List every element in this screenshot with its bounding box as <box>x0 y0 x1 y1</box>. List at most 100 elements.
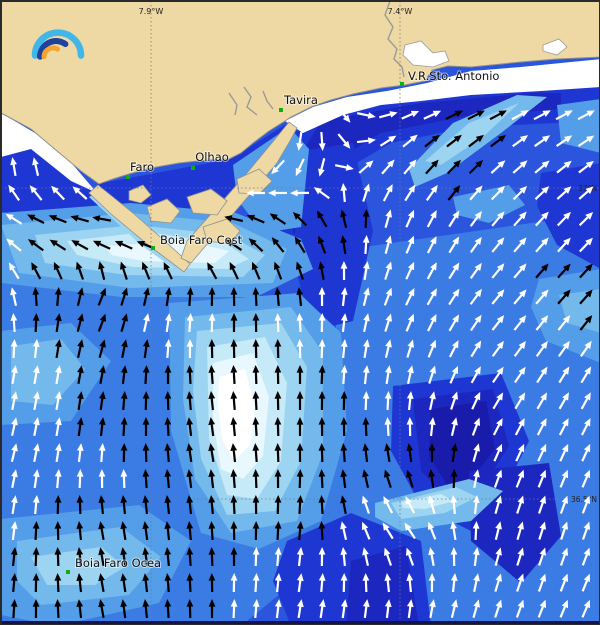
vector-arrow <box>318 599 326 619</box>
vector-arrow <box>513 237 527 253</box>
vector-arrow <box>537 443 547 462</box>
vector-arrow <box>97 287 107 306</box>
vector-arrow <box>142 287 150 307</box>
vector-arrow <box>492 366 504 384</box>
vector-arrow <box>229 261 239 280</box>
vector-arrow <box>77 365 84 385</box>
lagoon-island <box>186 188 228 216</box>
vector-arrow <box>142 599 150 619</box>
vector-arrow <box>358 160 374 174</box>
vector-arrow <box>11 469 18 489</box>
contour-region <box>425 103 519 165</box>
vector-arrow <box>32 469 40 489</box>
vector-arrow <box>427 339 437 358</box>
vector-arrow <box>294 236 306 254</box>
vector-arrow <box>406 469 414 488</box>
vector-arrow <box>534 135 551 148</box>
vector-arrow <box>252 365 260 385</box>
vector-arrow <box>274 417 282 437</box>
vector-arrow <box>559 573 569 592</box>
vector-arrow <box>164 547 172 567</box>
vector-arrow <box>556 160 572 174</box>
vector-arrow <box>560 521 568 540</box>
vector-arrow <box>120 417 128 437</box>
vector-arrow <box>318 391 326 411</box>
vector-arrow <box>49 239 67 251</box>
vector-arrow <box>340 573 348 593</box>
vector-arrow <box>296 521 304 541</box>
vector-arrow <box>537 599 547 618</box>
vector-arrow <box>472 495 480 515</box>
vector-arrow <box>467 110 485 121</box>
vector-arrow <box>164 365 172 385</box>
vector-arrow <box>10 443 18 463</box>
vector-arrow <box>428 443 436 463</box>
contour-region <box>291 93 561 239</box>
vector-arrow <box>448 340 459 358</box>
vector-arrow <box>578 186 594 200</box>
vector-arrow <box>271 159 285 175</box>
vector-arrow <box>230 573 238 593</box>
vector-arrow <box>382 184 393 202</box>
vector-arrow <box>186 521 194 541</box>
vector-arrow <box>515 443 525 462</box>
vector-arrow <box>32 339 40 359</box>
vector-arrow <box>450 573 458 593</box>
vector-arrow <box>557 263 571 279</box>
vector-arrow <box>337 133 351 149</box>
vector-arrow <box>450 547 458 567</box>
vector-arrow <box>491 263 505 279</box>
vector-arrow <box>494 521 502 541</box>
vector-arrow <box>558 418 569 436</box>
vector-arrow <box>558 366 570 384</box>
vector-arrow <box>10 547 18 567</box>
agency-logo <box>31 29 85 60</box>
lagoon-island <box>146 198 181 224</box>
vector-arrow <box>54 495 62 515</box>
place-label-faro: Faro <box>130 160 154 174</box>
vector-arrow <box>382 522 394 540</box>
vector-arrow <box>292 211 308 227</box>
vector-arrow <box>468 134 484 148</box>
vector-arrow <box>493 469 503 488</box>
vector-arrow <box>208 365 216 385</box>
place-marker-olhao <box>191 166 195 170</box>
place-marker-boia-faro-ocea <box>66 570 70 574</box>
vector-arrow <box>490 135 507 148</box>
vector-arrow <box>447 185 461 201</box>
contour-region <box>453 185 525 223</box>
vector-arrow <box>426 262 437 280</box>
logo-arc <box>31 29 85 59</box>
vector-arrow <box>76 547 84 567</box>
vector-arrow <box>384 443 391 463</box>
vector-arrow <box>295 158 305 177</box>
vector-arrow <box>490 160 506 174</box>
vector-arrow <box>428 417 436 437</box>
vector-arrow <box>186 391 194 411</box>
lagoon-island <box>128 184 152 204</box>
vector-arrow <box>121 339 128 359</box>
vector-arrow <box>142 339 150 359</box>
vector-arrow <box>581 495 591 514</box>
vector-arrow <box>383 547 393 566</box>
vector-arrow <box>296 261 304 280</box>
vector-arrow <box>76 287 84 307</box>
vector-arrow <box>297 599 304 619</box>
vector-arrow <box>340 287 348 307</box>
vector-arrow <box>581 469 591 488</box>
vector-arrow <box>557 237 571 253</box>
vector-arrow <box>513 211 527 227</box>
vector-arrow <box>362 235 370 255</box>
vector-arrow <box>424 134 440 148</box>
vector-arrow <box>252 443 260 463</box>
vector-arrow <box>579 289 593 305</box>
vector-arrow <box>405 313 415 332</box>
vector-arrow <box>92 215 112 222</box>
vector-arrow <box>405 547 415 566</box>
vector-arrow <box>246 214 265 224</box>
vector-arrow <box>534 186 550 201</box>
vector-arrow <box>208 469 216 489</box>
vector-arrow <box>446 134 462 148</box>
vector-arrow <box>186 287 194 307</box>
